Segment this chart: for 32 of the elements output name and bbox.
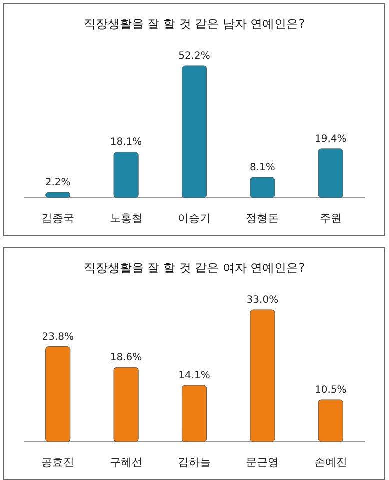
bar <box>46 346 71 442</box>
x-tick-label: 구혜선 <box>110 456 143 469</box>
data-label: 2.2% <box>45 177 71 188</box>
bar <box>250 177 276 198</box>
bar <box>46 192 71 198</box>
data-label: 18.6% <box>110 352 142 364</box>
x-tick-label: 정형돈 <box>246 212 280 225</box>
data-label: 18.1% <box>110 137 142 148</box>
bar <box>182 66 208 198</box>
data-label: 14.1% <box>178 370 210 382</box>
x-tick-label: 손예진 <box>314 456 348 469</box>
data-label: 33.0% <box>246 295 279 306</box>
x-tick-label: 김하늘 <box>178 456 211 469</box>
x-tick-label: 공효진 <box>42 456 75 469</box>
x-tick-label: 주원 <box>320 212 342 225</box>
bar <box>318 148 344 198</box>
x-tick-label: 이승기 <box>178 212 211 225</box>
x-tick-label: 문근영 <box>246 456 280 469</box>
data-label: 10.5% <box>315 385 347 396</box>
data-label: 52.2% <box>178 51 210 62</box>
bar <box>182 385 208 442</box>
data-label: 8.1% <box>250 162 276 174</box>
x-tick-label: 노홍철 <box>110 212 143 225</box>
bar <box>114 152 139 198</box>
chart-title: 직장생활을 잘 할 것 같은 여자 연예인은? <box>84 261 306 275</box>
bar <box>318 400 344 442</box>
bar <box>114 367 139 442</box>
data-label: 23.8% <box>42 332 74 343</box>
bar <box>250 310 276 442</box>
chart-title: 직장생활을 잘 할 것 같은 남자 연예인은? <box>84 17 306 31</box>
x-tick-label: 김종국 <box>42 212 75 225</box>
data-label: 19.4% <box>315 134 347 145</box>
